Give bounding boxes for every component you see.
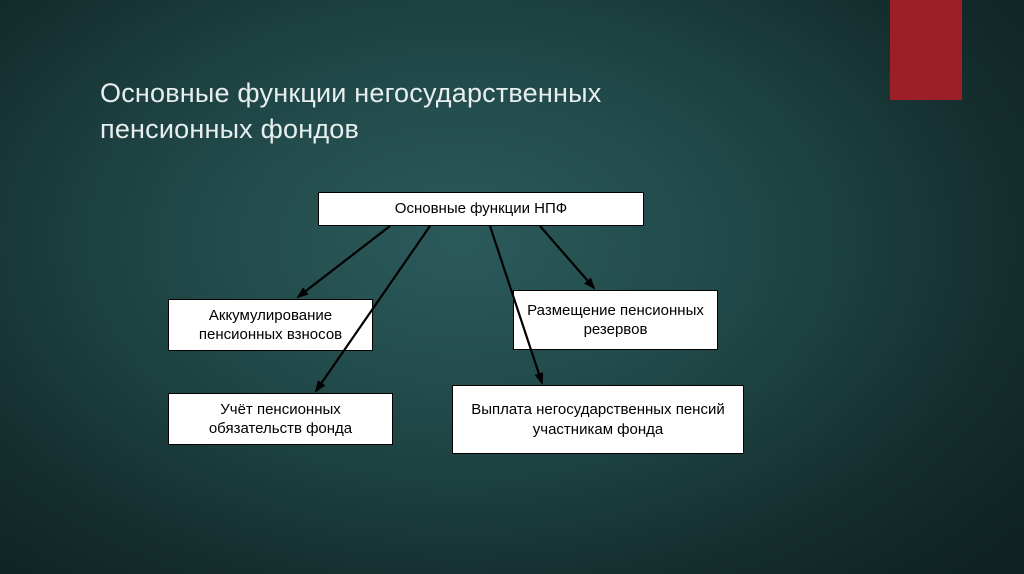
node-root: Основные функции НПФ xyxy=(318,192,644,226)
node-accounting: Учёт пенсионных обязательств фонда xyxy=(168,393,393,445)
slide-title: Основные функции негосударственных пенси… xyxy=(100,75,740,148)
node-accumulation: Аккумулирование пенсионных взносов xyxy=(168,299,373,351)
node-payout: Выплата негосударственных пенсий участни… xyxy=(452,385,744,454)
node-placement: Размещение пенсионных резервов xyxy=(513,290,718,350)
accent-bar xyxy=(890,0,962,100)
